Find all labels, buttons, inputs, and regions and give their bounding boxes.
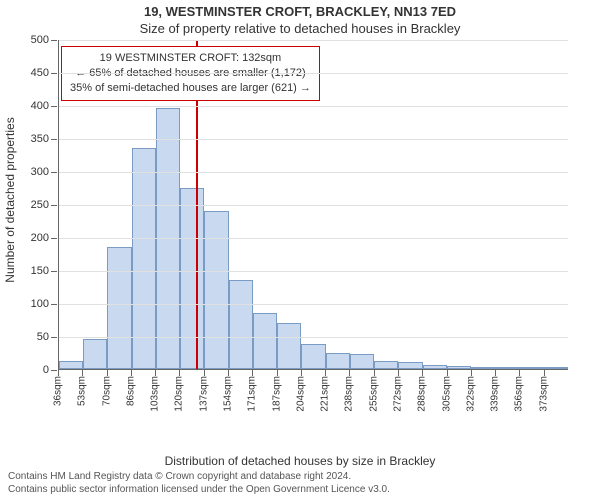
x-tick-label: 137sqm [198,376,209,412]
x-tick-label: 171sqm [247,376,258,412]
y-tick [51,172,57,173]
footer-credits: Contains HM Land Registry data © Crown c… [8,471,390,496]
bar [253,313,277,369]
x-tick-label: 238sqm [344,376,355,412]
chart-container: 19, WESTMINSTER CROFT, BRACKLEY, NN13 7E… [0,0,600,500]
y-tick [51,271,57,272]
x-tick-label: 36sqm [53,376,64,406]
grid-line [59,337,568,338]
y-tick-label: 250 [31,199,49,211]
plot-region: 19 WESTMINSTER CROFT: 132sqm ← 65% of de… [58,40,568,370]
bar [374,361,398,369]
y-tick-label: 350 [31,133,49,145]
y-tick [51,304,57,305]
y-tick-label: 200 [31,232,49,244]
bar [423,365,447,369]
y-tick [51,238,57,239]
x-tick-label: 120sqm [174,376,185,412]
bar [277,323,301,369]
y-axis-label: Number of detached properties [3,117,17,282]
x-tick-label: 288sqm [417,376,428,412]
bar [59,361,83,369]
x-tick-label: 187sqm [271,376,282,412]
y-tick-label: 400 [31,100,49,112]
x-tick-label: 86sqm [125,376,136,406]
bar [83,339,107,369]
x-tick-label: 373sqm [538,376,549,412]
grid-line [59,205,568,206]
x-axis-label: Distribution of detached houses by size … [0,454,600,468]
y-tick-label: 100 [31,298,49,310]
grid-line [59,238,568,239]
y-tick-label: 0 [43,364,49,376]
bar [107,247,131,369]
x-tick-label: 204sqm [295,376,306,412]
bar [326,353,350,370]
x-tick-label: 53sqm [77,376,88,406]
x-tick-label: 221sqm [320,376,331,412]
y-tick-label: 500 [31,34,49,46]
x-tick-label: 339sqm [490,376,501,412]
footer-line-1: Contains HM Land Registry data © Crown c… [8,471,390,484]
bar [519,367,543,369]
title-main: 19, WESTMINSTER CROFT, BRACKLEY, NN13 7E… [0,4,600,19]
y-tick-label: 150 [31,265,49,277]
x-ticks-group: 36sqm53sqm70sqm86sqm103sqm120sqm137sqm15… [58,370,568,410]
grid-line [59,73,568,74]
bar [180,188,204,370]
bar [301,344,325,369]
bar [544,367,568,369]
annotation-line-3: 35% of semi-detached houses are larger (… [70,81,311,96]
x-tick-label: 103sqm [150,376,161,412]
title-block: 19, WESTMINSTER CROFT, BRACKLEY, NN13 7E… [0,0,600,36]
grid-line [59,139,568,140]
x-tick-label: 70sqm [101,376,112,406]
y-tick [51,370,57,371]
y-tick [51,337,57,338]
bar [132,148,156,369]
y-tick [51,139,57,140]
grid-line [59,172,568,173]
chart-area: 19 WESTMINSTER CROFT: 132sqm ← 65% of de… [58,40,568,410]
bar [447,366,471,369]
bar [471,367,495,369]
bar [350,354,374,369]
x-tick-label: 272sqm [393,376,404,412]
footer-line-2: Contains public sector information licen… [8,484,390,497]
y-tick [51,106,57,107]
y-tick-label: 50 [37,331,49,343]
x-tick-label: 255sqm [368,376,379,412]
bar [495,367,519,369]
x-tick-label: 322sqm [465,376,476,412]
annotation-line-1: 19 WESTMINSTER CROFT: 132sqm [70,51,311,66]
y-tick [51,205,57,206]
bar [398,362,422,369]
y-tick-label: 450 [31,67,49,79]
grid-line [59,40,568,41]
grid-line [59,106,568,107]
y-tick-label: 300 [31,166,49,178]
bar [204,211,228,369]
x-tick-label: 154sqm [223,376,234,412]
y-tick [51,73,57,74]
grid-line [59,304,568,305]
x-tick-label: 305sqm [441,376,452,412]
grid-line [59,271,568,272]
title-sub: Size of property relative to detached ho… [0,21,600,36]
y-tick [51,40,57,41]
x-tick-label: 356sqm [514,376,525,412]
bar [229,280,253,369]
